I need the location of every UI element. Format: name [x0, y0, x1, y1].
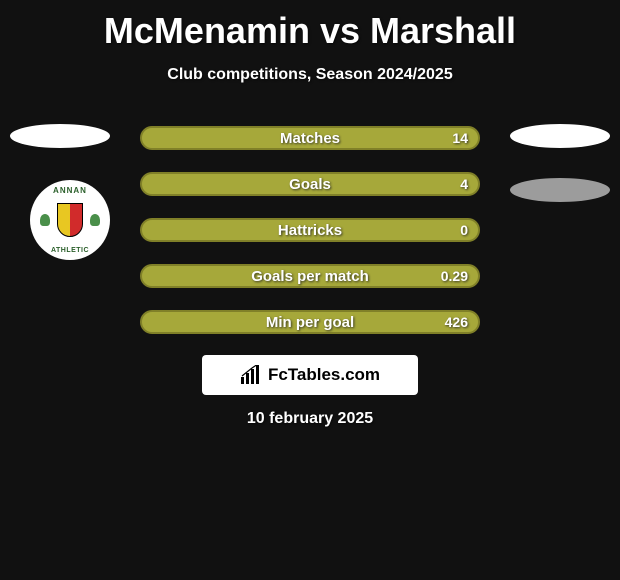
stat-label: Goals per match [251, 268, 369, 285]
badge-thistle-icon [40, 214, 50, 226]
stat-label: Hattricks [278, 222, 342, 239]
footer-logo[interactable]: FcTables.com [202, 355, 418, 395]
footer-logo-text: FcTables.com [268, 365, 380, 385]
page-title: McMenamin vs Marshall [0, 0, 620, 52]
stat-bar-matches: Matches 14 [140, 126, 480, 150]
stat-label: Matches [280, 130, 340, 147]
stat-bar-goals: Goals 4 [140, 172, 480, 196]
stat-label: Min per goal [266, 314, 354, 331]
badge-thistle-icon [90, 214, 100, 226]
stat-bar-goals-per-match: Goals per match 0.29 [140, 264, 480, 288]
stats-container: Matches 14 Goals 4 Hattricks 0 Goals per… [140, 126, 480, 334]
player-left-marker-top [10, 124, 110, 148]
badge-text-top: ANNAN [38, 186, 102, 195]
player-right-marker-top [510, 124, 610, 148]
badge-text-bottom: ATHLETIC [38, 247, 102, 254]
player-right-marker-bottom [510, 178, 610, 202]
stat-value: 4 [460, 176, 468, 192]
stat-label: Goals [289, 176, 331, 193]
stat-value: 14 [452, 130, 468, 146]
stat-value: 426 [445, 314, 468, 330]
stat-value: 0 [460, 222, 468, 238]
stat-value: 0.29 [441, 268, 468, 284]
bar-chart-icon [240, 365, 262, 385]
date-text: 10 february 2025 [0, 410, 620, 428]
club-badge-left: ANNAN ATHLETIC [30, 180, 110, 260]
stat-bar-hattricks: Hattricks 0 [140, 218, 480, 242]
stat-bar-min-per-goal: Min per goal 426 [140, 310, 480, 334]
badge-shield-icon [57, 203, 83, 237]
subtitle: Club competitions, Season 2024/2025 [0, 66, 620, 84]
